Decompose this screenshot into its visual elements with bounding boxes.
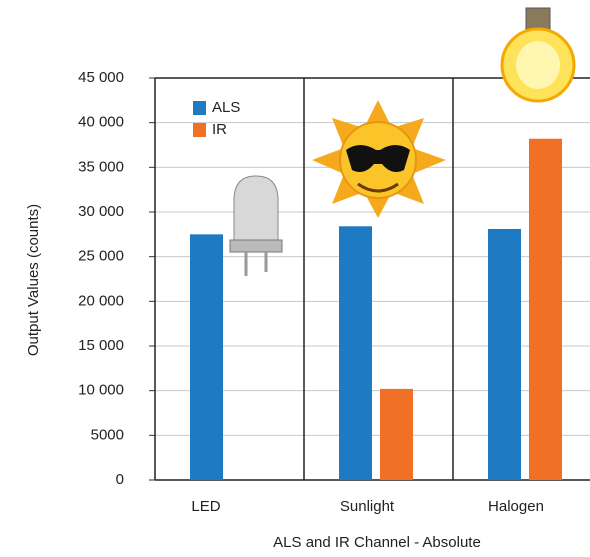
bar	[190, 234, 223, 480]
led-icon	[230, 176, 282, 276]
x-tick-label: Sunlight	[340, 498, 395, 515]
chart: ALS and IR Channel - Absolute Output Val…	[0, 0, 590, 557]
y-tick-label: 25 000	[78, 248, 124, 265]
legend-label: ALS	[212, 99, 240, 116]
page: {"chart_data": {"type": "bar", "x_label"…	[0, 0, 590, 557]
y-tick-label: 0	[116, 471, 124, 488]
y-tick-label: 5000	[91, 426, 124, 443]
x-tick-label: LED	[191, 498, 220, 515]
bar	[488, 229, 521, 480]
x-tick-label: Halogen	[488, 498, 544, 515]
bar	[380, 389, 413, 480]
y-axis-label: Output Values (counts)	[25, 204, 42, 356]
y-tick-label: 35 000	[78, 158, 124, 175]
legend-label: IR	[212, 121, 227, 138]
bulb-icon	[502, 8, 574, 101]
legend-swatch	[193, 101, 206, 115]
y-tick-label: 40 000	[78, 114, 124, 131]
x-axis-label: ALS and IR Channel - Absolute	[273, 534, 481, 551]
y-tick-label: 20 000	[78, 292, 124, 309]
y-tick-label: 10 000	[78, 382, 124, 399]
bar	[339, 226, 372, 480]
bar	[529, 139, 562, 480]
y-tick-label: 15 000	[78, 337, 124, 354]
y-tick-label: 30 000	[78, 203, 124, 220]
legend-swatch	[193, 123, 206, 137]
icons	[230, 8, 574, 276]
sun-icon	[312, 100, 446, 218]
y-tick-label: 45 000	[78, 69, 124, 86]
